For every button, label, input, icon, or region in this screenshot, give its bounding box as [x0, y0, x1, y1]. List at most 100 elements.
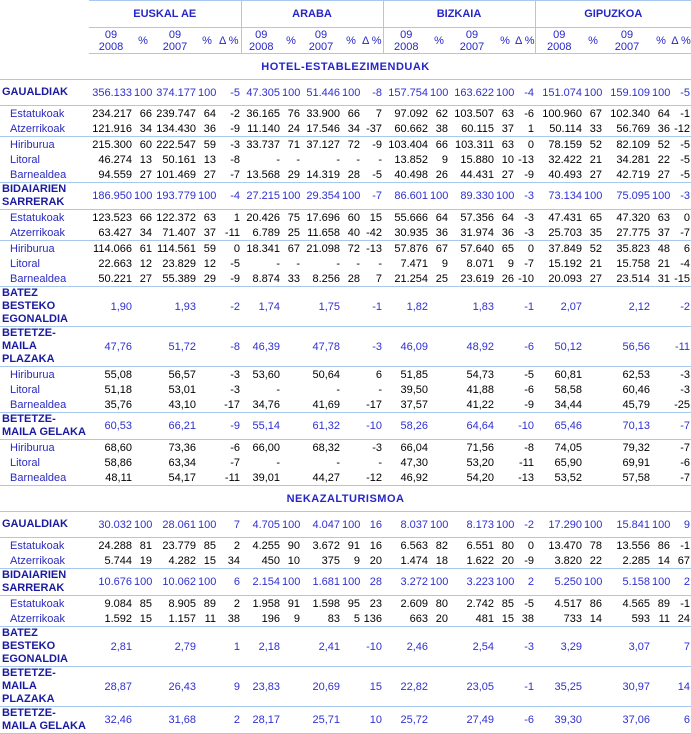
table-cell: 14.319: [306, 168, 340, 181]
table-cell: 21.098: [306, 242, 340, 255]
table-cell: -6: [230, 441, 240, 454]
table-cell: 159.109: [603, 79, 652, 106]
table-cell: 54,17: [153, 470, 197, 486]
table-cell: 85: [203, 539, 216, 552]
table-cell: 2,07: [535, 286, 584, 327]
table-cell: 136: [363, 612, 382, 625]
table-cell: -7: [680, 441, 691, 454]
table-cell: 6: [217, 568, 241, 596]
table-cell: 37,06: [603, 706, 652, 734]
table-cell: 2,18: [241, 626, 281, 667]
table-cell: 51,85: [400, 368, 428, 381]
table-cell: [429, 706, 449, 734]
table-cell: 663: [409, 612, 428, 625]
table-cell: 24: [677, 612, 691, 625]
table-cell: 23.619: [460, 272, 494, 285]
table-cell: [197, 367, 217, 383]
table-cell: 5.744: [89, 553, 133, 569]
table-cell: 1.474: [383, 553, 429, 569]
table-cell: 66: [347, 107, 360, 120]
table-row: BETETZE-MAILA PLAZAKA 28,87 26,43 9 23,83 20,…: [0, 666, 691, 707]
table-cell: 82: [435, 539, 448, 552]
row-label: Estatukoak: [10, 107, 65, 120]
table-cell: 89: [657, 597, 671, 610]
table-cell: 30.935: [383, 225, 429, 241]
row-label: Atzerrikoak: [10, 612, 66, 625]
table-cell: 24: [281, 121, 301, 137]
table-cell: 94.559: [98, 168, 132, 181]
table-cell: 68,32: [312, 441, 340, 454]
table-row: Litoral 51,18 53,01 -3 - - - 39,50 41,88 -6 58,58 6…: [0, 382, 691, 397]
table-cell: 15.880: [460, 153, 494, 166]
table-cell: 14: [589, 612, 603, 625]
table-cell: 69,91: [622, 456, 651, 469]
table-cell: 55,14: [241, 412, 281, 440]
table-cell: 100: [429, 182, 449, 210]
table-cell: [495, 326, 515, 367]
column-header: 09 2007: [153, 27, 197, 54]
table-cell: [341, 397, 361, 413]
table-cell: 1.622: [449, 553, 495, 569]
table-cell: 13.568: [246, 168, 280, 181]
table-cell: 70,13: [603, 412, 652, 440]
table-cell: -3: [515, 626, 536, 667]
table-cell: [133, 382, 153, 397]
table-cell: 100: [583, 511, 604, 538]
table-cell: 64: [657, 107, 671, 120]
table-cell: -12: [671, 121, 691, 137]
table-cell: 5.158: [603, 568, 652, 596]
table-cell: 2: [515, 568, 536, 596]
row-label: Estatukoak: [10, 597, 65, 610]
table-cell: 22.663: [98, 257, 132, 270]
table-cell: 12: [203, 257, 216, 270]
table-cell: 26: [435, 168, 448, 181]
table-cell: 186.950: [89, 182, 133, 210]
table-cell: [429, 397, 449, 413]
table-cell: 63: [203, 211, 216, 224]
table-cell: -9: [524, 168, 535, 181]
table-cell: 2.285: [603, 553, 652, 569]
table-row: Estatukoak 234.217 66 239.747 64 -2 36.165 76 33…: [0, 106, 691, 122]
table-cell: 100: [429, 79, 449, 106]
table-cell: 40: [341, 225, 361, 241]
table-cell: 100: [583, 182, 604, 210]
table-cell: 28,87: [89, 666, 133, 707]
region-header: BIZKAIA: [382, 0, 536, 28]
table-cell: [133, 397, 153, 413]
table-cell: 15: [361, 666, 383, 707]
table-cell: 0: [527, 242, 535, 255]
table-cell: 100: [341, 511, 361, 538]
table-cell: 66,21: [153, 412, 197, 440]
column-header-row: 09 2008% 09 2007% Δ % 09 2008% 09 2007% Δ % 09 2008…: [0, 27, 691, 54]
table-cell: 63.427: [89, 225, 133, 241]
table-cell: 7: [671, 626, 691, 667]
table-cell: [583, 706, 604, 734]
table-cell: 52: [589, 138, 603, 151]
table-cell: 50.161: [162, 153, 196, 166]
table-cell: 46,09: [383, 326, 429, 367]
table-cell: 27: [203, 168, 216, 181]
table-cell: [281, 706, 301, 734]
table-cell: -3: [515, 225, 536, 241]
table-cell: 32,46: [89, 706, 133, 734]
table-cell: [341, 326, 361, 367]
table-row: Litoral 22.663 12 23.829 12 -5 - - - - - 7.471 9 8.07…: [0, 256, 691, 271]
table-cell: [133, 455, 153, 470]
table-cell: -7: [671, 225, 691, 241]
region-header: EUSKAL AE: [89, 0, 241, 28]
table-cell: [281, 286, 301, 327]
table-cell: -1: [680, 597, 691, 610]
table-cell: 2: [217, 706, 241, 734]
table-cell: [133, 440, 153, 456]
table-cell: 37: [651, 225, 672, 241]
table-cell: [133, 367, 153, 383]
table-cell: 9: [341, 553, 361, 569]
table-cell: -15: [674, 272, 691, 285]
column-header: 09 2008: [534, 27, 584, 54]
table-cell: 26: [501, 272, 514, 285]
table-cell: 1.598: [312, 597, 340, 610]
row-label: BETETZE-MAILA GELAKA: [0, 706, 89, 734]
table-cell: 62: [435, 107, 448, 120]
table-cell: -: [276, 257, 280, 270]
table-cell: 37.849: [548, 242, 583, 255]
